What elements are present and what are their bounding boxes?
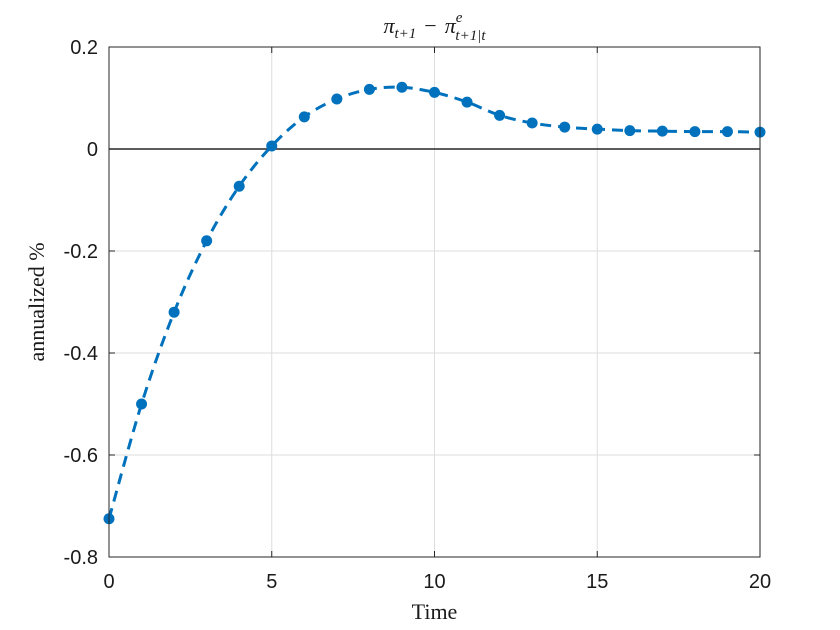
data-point: [461, 96, 473, 108]
x-tick-label: 10: [423, 571, 445, 593]
data-point: [233, 180, 245, 192]
x-tick-label: 5: [266, 571, 277, 593]
y-axis-ticks: -0.8 -0.6 -0.4 -0.2 0 0.2: [64, 37, 760, 569]
data-point: [168, 306, 180, 318]
y-axis-label: annualized %: [24, 242, 49, 361]
data-point: [559, 121, 571, 133]
data-point: [591, 123, 603, 135]
data-point: [656, 125, 668, 137]
data-point: [266, 140, 278, 152]
y-tick-label: 0: [87, 139, 98, 161]
y-tick-label: -0.6: [64, 445, 98, 467]
data-point: [429, 86, 440, 98]
chart-title: πt+1− πe t+1|t: [383, 10, 486, 44]
data-point: [331, 93, 343, 105]
data-point: [526, 117, 538, 129]
data-point: [363, 83, 375, 95]
data-point: [624, 125, 636, 137]
data-points: [103, 81, 766, 525]
y-tick-label: -0.4: [64, 343, 98, 365]
title-minus: −: [424, 13, 436, 38]
title-pi-left: π: [383, 13, 395, 38]
x-axis-ticks: 0 5 10 15 20: [103, 47, 771, 593]
data-point: [396, 81, 408, 93]
data-point: [298, 111, 310, 123]
x-tick-label: 15: [586, 571, 608, 593]
data-point: [721, 126, 733, 138]
title-pi-right-subscript: t+1|t: [455, 28, 486, 44]
y-tick-label: -0.2: [64, 241, 98, 263]
title-pi-right: π: [445, 13, 457, 38]
x-tick-label: 20: [749, 571, 771, 593]
title-pi-left-subscript: t+1: [395, 26, 417, 42]
data-point: [494, 109, 506, 121]
y-tick-label: 0.2: [70, 37, 98, 59]
title-pi-right-superscript: e: [456, 10, 463, 26]
x-tick-label: 0: [103, 571, 114, 593]
data-point: [201, 235, 213, 247]
y-tick-label: -0.8: [64, 547, 98, 569]
data-point: [689, 126, 701, 138]
x-axis-label: Time: [412, 599, 458, 624]
data-point: [136, 398, 148, 410]
